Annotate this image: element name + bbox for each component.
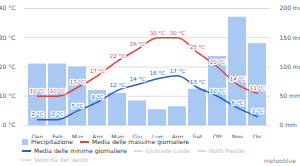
- svg-text:40 °C: 40 °C: [0, 4, 16, 11]
- svg-text:50 mm: 50 mm: [280, 92, 300, 99]
- html-text:meteoblue: meteoblue: [263, 157, 296, 164]
- html-text:Velocità del vento: Velocità del vento: [34, 156, 88, 163]
- svg-text:200 mm: 200 mm: [280, 4, 300, 11]
- svg-text:5 °C: 5 °C: [72, 103, 84, 109]
- svg-text:150 mm: 150 mm: [280, 34, 300, 41]
- svg-text:2 °C: 2 °C: [32, 111, 44, 117]
- html-text:Giornate calde: Giornate calde: [145, 147, 190, 154]
- html-text:Notti fredde: Notti fredde: [208, 147, 245, 154]
- html-text:Media delle minime giornaliere: Media delle minime giornaliere: [34, 147, 127, 154]
- svg-text:10 °C: 10 °C: [0, 92, 16, 99]
- svg-text:3 °C: 3 °C: [252, 108, 264, 114]
- svg-text:Set: Set: [193, 133, 204, 138]
- svg-text:17 °C: 17 °C: [90, 68, 105, 74]
- svg-text:Apr: Apr: [92, 133, 103, 138]
- svg-text:10 °C: 10 °C: [210, 88, 225, 94]
- svg-text:30 °C: 30 °C: [150, 30, 165, 36]
- svg-text:20 °C: 20 °C: [210, 59, 225, 65]
- svg-text:Mag: Mag: [111, 133, 124, 138]
- svg-text:Mar: Mar: [72, 133, 84, 138]
- svg-text:Gen: Gen: [31, 133, 43, 138]
- svg-text:17 °C: 17 °C: [170, 68, 185, 74]
- svg-text:11 °C: 11 °C: [250, 85, 265, 91]
- svg-text:Ago: Ago: [172, 133, 184, 138]
- svg-text:25 °C: 25 °C: [190, 44, 205, 50]
- svg-text:14 °C: 14 °C: [230, 76, 245, 82]
- svg-text:10 °C: 10 °C: [50, 88, 65, 94]
- svg-text:30 °C: 30 °C: [170, 30, 185, 36]
- svg-text:13 °C: 13 °C: [70, 79, 85, 85]
- svg-text:Dic: Dic: [253, 133, 263, 138]
- svg-text:22 °C: 22 °C: [110, 53, 125, 59]
- svg-text:2 °C: 2 °C: [52, 111, 64, 117]
- svg-text:10 °C: 10 °C: [30, 88, 45, 94]
- svg-text:14 °C: 14 °C: [130, 76, 145, 82]
- svg-text:30 °C: 30 °C: [0, 34, 16, 41]
- svg-text:Feb: Feb: [52, 133, 63, 138]
- svg-text:Ott: Ott: [213, 133, 223, 138]
- svg-text:0 °C: 0 °C: [3, 121, 16, 128]
- svg-text:16 °C: 16 °C: [150, 70, 165, 76]
- svg-text:20 °C: 20 °C: [0, 63, 16, 70]
- svg-text:Nov: Nov: [232, 133, 244, 138]
- html-text:Media delle massime giornalier: Media delle massime giornaliere: [92, 138, 190, 145]
- svg-text:13 °C: 13 °C: [190, 79, 205, 85]
- svg-text:0 mm: 0 mm: [280, 121, 298, 128]
- svg-text:12 °C: 12 °C: [110, 82, 125, 88]
- svg-text:100 mm: 100 mm: [280, 63, 300, 70]
- svg-text:6 °C: 6 °C: [232, 100, 244, 106]
- svg-text:Lug: Lug: [152, 133, 163, 138]
- svg-text:Giu: Giu: [132, 133, 142, 138]
- svg-text:8 °C: 8 °C: [92, 94, 104, 100]
- html-text:Precipitazione: Precipitazione: [31, 138, 73, 145]
- svg-text:26 °C: 26 °C: [130, 41, 145, 47]
